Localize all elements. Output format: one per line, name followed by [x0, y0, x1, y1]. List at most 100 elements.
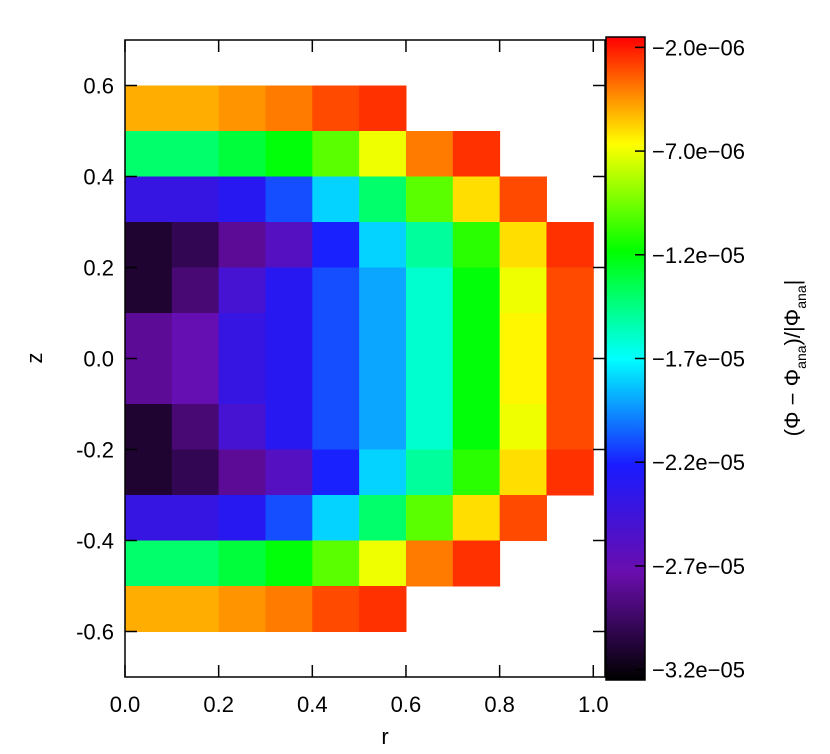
heat-cell — [171, 85, 220, 132]
heat-cell — [218, 131, 266, 177]
x-tick-label: 0.2 — [203, 692, 234, 717]
heat-cell — [359, 85, 407, 132]
heat-cell — [265, 404, 313, 450]
heat-cell — [125, 586, 173, 632]
heat-cell — [312, 85, 360, 132]
heat-cell — [359, 495, 407, 541]
colorbar-tick-label: −1.2e−05 — [652, 243, 745, 268]
label-part: | — [780, 280, 805, 286]
heat-cell — [125, 222, 173, 268]
heat-cell — [218, 495, 266, 541]
heat-cell — [452, 222, 501, 268]
heat-cell — [265, 449, 313, 496]
colorbar-tick-label: −7.0e−06 — [652, 139, 745, 164]
x-tick-label: 0.8 — [484, 692, 515, 717]
heat-cell — [546, 358, 594, 405]
heat-cell — [265, 586, 313, 632]
heat-cell — [171, 222, 220, 268]
label-subscript: ana — [793, 285, 809, 309]
heat-cell — [265, 358, 313, 405]
heat-cell — [125, 176, 173, 223]
heat-cell — [171, 131, 220, 177]
heat-cell — [405, 267, 454, 314]
heat-cell — [312, 540, 360, 587]
heat-cell — [125, 449, 173, 496]
heat-cell — [171, 404, 220, 450]
heat-cell — [312, 313, 360, 359]
x-tick-label: 0.4 — [297, 692, 328, 717]
heat-cell — [452, 540, 501, 587]
heat-cell — [218, 222, 266, 268]
heat-cell — [359, 404, 407, 450]
heat-cell — [265, 176, 313, 223]
heat-cell — [546, 404, 594, 450]
heat-cell — [359, 358, 407, 405]
heat-cell — [125, 267, 173, 314]
heat-cell — [359, 540, 407, 587]
heat-cell — [171, 540, 220, 587]
heat-cell — [312, 131, 360, 177]
heat-cell — [452, 404, 501, 450]
heat-cell — [499, 495, 547, 541]
label-part: (Φ − Φ — [780, 369, 805, 437]
heat-cell — [171, 586, 220, 632]
heat-cell — [171, 176, 220, 223]
x-tick-label: 0.6 — [391, 692, 422, 717]
heat-cell — [546, 449, 594, 496]
heat-cell — [218, 85, 266, 132]
x-tick-label: 0.0 — [110, 692, 141, 717]
heat-cell — [405, 495, 454, 541]
heat-cell — [312, 358, 360, 405]
heat-cell — [452, 176, 501, 223]
heat-cell — [218, 540, 266, 587]
heat-cell — [125, 131, 173, 177]
heat-cell — [312, 267, 360, 314]
label-subscript: ana — [793, 345, 809, 369]
heat-cell — [546, 222, 594, 268]
heat-cell — [265, 495, 313, 541]
heat-cell — [359, 449, 407, 496]
heat-cell — [452, 267, 501, 314]
heat-cell — [312, 176, 360, 223]
heat-cell — [218, 176, 266, 223]
heat-cell — [546, 267, 594, 314]
heat-cell — [171, 449, 220, 496]
heat-cell — [265, 313, 313, 359]
colorbar-tick-label: −2.7e−05 — [652, 554, 745, 579]
heat-cell — [265, 540, 313, 587]
heat-cell — [218, 358, 266, 405]
heat-cell — [359, 267, 407, 314]
axes: 0.0 0.2 0.4 0.6 0.8 1.0 -0.6 -0.4 -0.2 0.0 0.2 0.4 0… — [76, 35, 745, 717]
heat-cell — [265, 131, 313, 177]
heat-cell — [359, 222, 407, 268]
y-tick-label: -0.4 — [76, 529, 114, 554]
y-axis-label: z — [22, 353, 47, 364]
heat-cell — [312, 404, 360, 450]
heat-cell — [499, 404, 547, 450]
heat-cell — [312, 222, 360, 268]
heat-cell — [125, 404, 173, 450]
heat-cell — [218, 404, 266, 450]
heat-cell — [312, 449, 360, 496]
heat-cell — [125, 540, 173, 587]
heat-cell — [499, 449, 547, 496]
y-tick-label: 0.2 — [83, 256, 114, 281]
heat-cell — [499, 313, 547, 359]
heat-cell — [452, 358, 501, 405]
colorbar-tick-label: −3.2e−05 — [652, 658, 745, 683]
heat-cell — [405, 313, 454, 359]
heat-cell — [499, 358, 547, 405]
colorbar-tick-label: −2.2e−05 — [652, 450, 745, 475]
heat-cell — [265, 267, 313, 314]
y-tick-label: 0.0 — [83, 347, 114, 372]
heat-cell — [125, 358, 173, 405]
heat-cell — [499, 222, 547, 268]
x-axis-label: r — [381, 724, 388, 749]
heat-cell — [125, 313, 173, 359]
heat-cell — [359, 131, 407, 177]
heat-cell — [499, 176, 547, 223]
heat-cell — [171, 313, 220, 359]
heat-cell — [405, 358, 454, 405]
heat-cell — [405, 131, 454, 177]
